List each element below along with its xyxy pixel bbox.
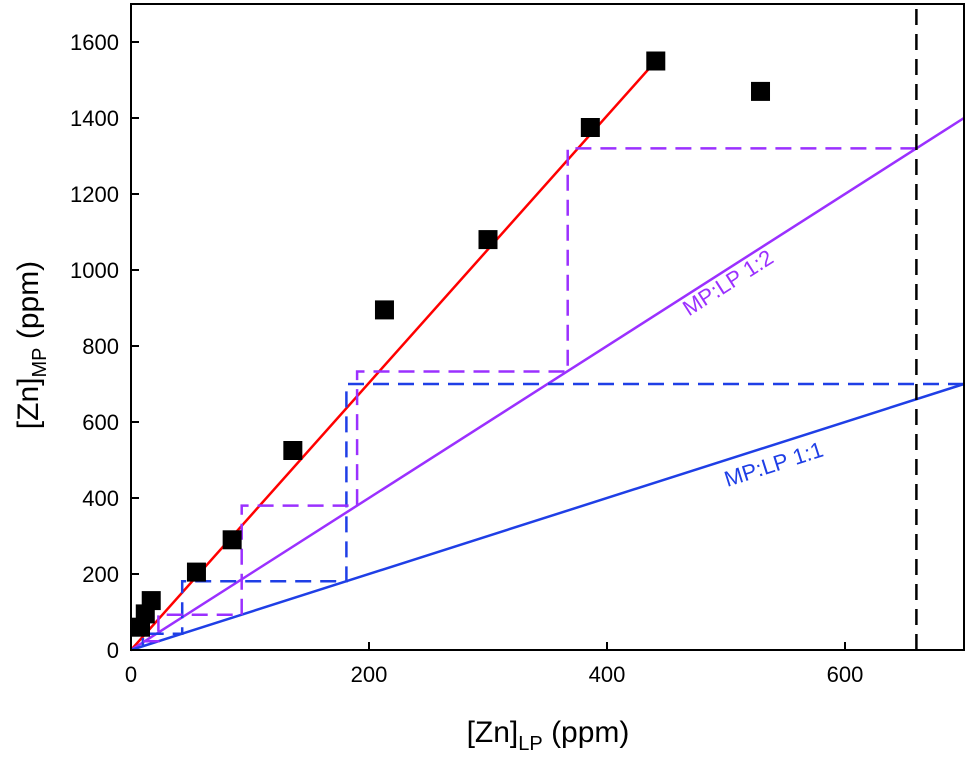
- x-axis-title-subscript: LP: [518, 733, 542, 755]
- y-tick-label-2: 400: [82, 486, 119, 511]
- y-tick-label-4: 800: [82, 334, 119, 359]
- data-point-6: [374, 300, 394, 320]
- axis-ticks: 0 200 400 600 0 200 400 600 800 1000 1200 1400 1600: [70, 30, 863, 687]
- y-axis-title: [Zn]MP (ppm): [12, 261, 51, 429]
- y-tick-label-5: 1000: [70, 258, 119, 283]
- data-point-9: [646, 51, 666, 71]
- plot-frame: [130, 3, 965, 651]
- data-point-3: [186, 562, 206, 582]
- chart-marks: [130, 4, 965, 652]
- chart-annotations: MP:LP 1:2MP:LP 1:1: [678, 245, 826, 492]
- x-axis-title: [Zn]LP (ppm): [467, 716, 630, 755]
- x-axis-title-unit: (ppm): [543, 716, 630, 749]
- x-axis-title-main: [Zn]: [467, 716, 519, 749]
- x-tick-label-2: 400: [589, 662, 626, 687]
- line-3: [130, 382, 965, 652]
- data-point-8: [580, 118, 600, 137]
- annotation-0: MP:LP 1:2: [678, 245, 778, 321]
- y-tick-label-7: 1400: [70, 106, 119, 131]
- data-point-4: [222, 530, 242, 550]
- x-tick-label-1: 200: [351, 662, 388, 687]
- data-point-2: [141, 591, 161, 611]
- y-tick-label-6: 1200: [70, 182, 119, 207]
- staircase-dashed-5: [136, 147, 917, 643]
- y-axis-title-main: [Zn]: [12, 378, 45, 430]
- y-axis-title-subscript: MP: [29, 348, 51, 378]
- x-tick-label-0: 0: [125, 662, 137, 687]
- staircase-dashed-4: [141, 382, 964, 647]
- data-point-10: [751, 81, 771, 101]
- data-point-5: [283, 441, 303, 460]
- x-tick-label-3: 600: [827, 662, 864, 687]
- y-axis-title-unit: (ppm): [12, 261, 45, 348]
- y-tick-label-8: 1600: [70, 30, 119, 55]
- line-2: [130, 116, 965, 652]
- y-tick-label-3: 600: [82, 410, 119, 435]
- data-point-7: [478, 230, 498, 250]
- y-tick-label-0: 0: [107, 638, 119, 663]
- y-tick-label-1: 200: [82, 562, 119, 587]
